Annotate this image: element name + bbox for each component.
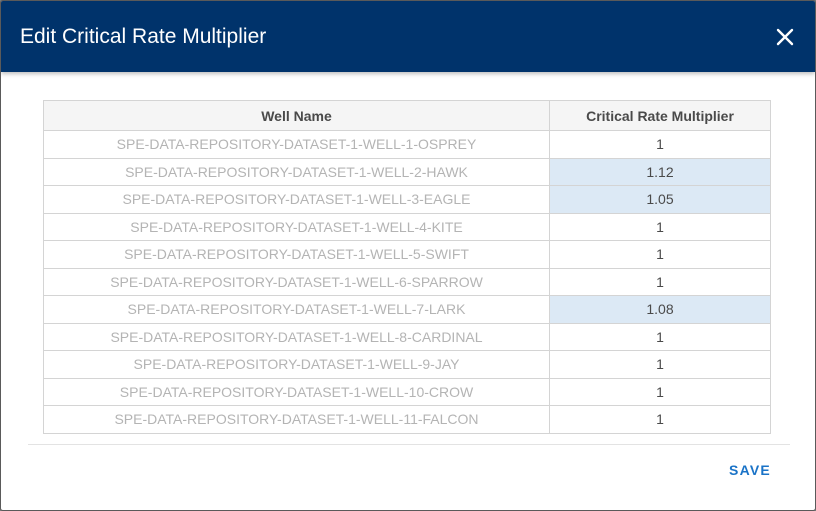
table-row: SPE-DATA-REPOSITORY-DATASET-1-WELL-7-LAR… [43, 295, 771, 324]
table-row: SPE-DATA-REPOSITORY-DATASET-1-WELL-3-EAG… [43, 185, 771, 214]
dialog-title: Edit Critical Rate Multiplier [20, 25, 267, 48]
footer-divider [28, 444, 790, 445]
table-row: SPE-DATA-REPOSITORY-DATASET-1-WELL-9-JAY… [43, 350, 771, 379]
well-name-cell: SPE-DATA-REPOSITORY-DATASET-1-WELL-5-SWI… [43, 240, 550, 269]
table-row: SPE-DATA-REPOSITORY-DATASET-1-WELL-2-HAW… [43, 157, 771, 186]
column-header-well-name: Well Name [43, 100, 550, 131]
multiplier-cell[interactable]: 1 [549, 240, 771, 269]
table-body: SPE-DATA-REPOSITORY-DATASET-1-WELL-1-OSP… [43, 130, 771, 434]
well-name-cell: SPE-DATA-REPOSITORY-DATASET-1-WELL-1-OSP… [43, 130, 550, 159]
table-row: SPE-DATA-REPOSITORY-DATASET-1-WELL-6-SPA… [43, 267, 771, 296]
table-row: SPE-DATA-REPOSITORY-DATASET-1-WELL-10-CR… [43, 377, 771, 406]
well-name-cell: SPE-DATA-REPOSITORY-DATASET-1-WELL-7-LAR… [43, 295, 550, 324]
well-name-cell: SPE-DATA-REPOSITORY-DATASET-1-WELL-8-CAR… [43, 322, 550, 351]
table-row: SPE-DATA-REPOSITORY-DATASET-1-WELL-8-CAR… [43, 322, 771, 351]
well-name-cell: SPE-DATA-REPOSITORY-DATASET-1-WELL-4-KIT… [43, 212, 550, 241]
column-header-critical-rate-multiplier: Critical Rate Multiplier [549, 100, 771, 131]
table-row: SPE-DATA-REPOSITORY-DATASET-1-WELL-5-SWI… [43, 240, 771, 269]
well-name-cell: SPE-DATA-REPOSITORY-DATASET-1-WELL-2-HAW… [43, 157, 550, 186]
well-name-cell: SPE-DATA-REPOSITORY-DATASET-1-WELL-6-SPA… [43, 267, 550, 296]
close-icon [776, 28, 794, 46]
multiplier-cell[interactable]: 1.05 [549, 185, 771, 214]
table-row: SPE-DATA-REPOSITORY-DATASET-1-WELL-11-FA… [43, 405, 771, 434]
multiplier-cell[interactable]: 1 [549, 350, 771, 379]
multiplier-cell[interactable]: 1 [549, 212, 771, 241]
multiplier-cell[interactable]: 1 [549, 405, 771, 434]
dialog-header: Edit Critical Rate Multiplier [1, 1, 815, 72]
multiplier-table-container: Well Name Critical Rate Multiplier SPE-D… [43, 100, 771, 434]
table-row: SPE-DATA-REPOSITORY-DATASET-1-WELL-1-OSP… [43, 130, 771, 159]
well-name-cell: SPE-DATA-REPOSITORY-DATASET-1-WELL-11-FA… [43, 405, 550, 434]
well-name-cell: SPE-DATA-REPOSITORY-DATASET-1-WELL-3-EAG… [43, 185, 550, 214]
multiplier-cell[interactable]: 1.08 [549, 295, 771, 324]
multiplier-cell[interactable]: 1 [549, 130, 771, 159]
close-button[interactable] [771, 23, 799, 51]
multiplier-cell[interactable]: 1 [549, 267, 771, 296]
table-row: SPE-DATA-REPOSITORY-DATASET-1-WELL-4-KIT… [43, 212, 771, 241]
well-name-cell: SPE-DATA-REPOSITORY-DATASET-1-WELL-9-JAY [43, 350, 550, 379]
table-header-row: Well Name Critical Rate Multiplier [43, 100, 771, 131]
multiplier-cell[interactable]: 1.12 [549, 157, 771, 186]
well-name-cell: SPE-DATA-REPOSITORY-DATASET-1-WELL-10-CR… [43, 377, 550, 406]
multiplier-cell[interactable]: 1 [549, 322, 771, 351]
save-button[interactable]: SAVE [729, 462, 771, 478]
multiplier-cell[interactable]: 1 [549, 377, 771, 406]
multiplier-table: Well Name Critical Rate Multiplier SPE-D… [43, 100, 771, 434]
